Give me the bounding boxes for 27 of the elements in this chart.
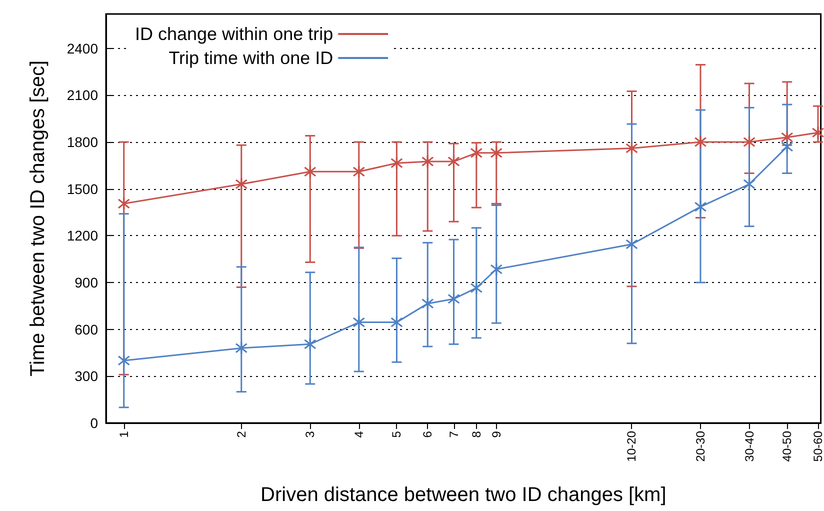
y-tick-label: 1200	[66, 228, 98, 244]
x-tick-label: 7	[446, 430, 461, 438]
x-tick-label: 8	[469, 430, 484, 438]
x-tick-label: 30-40	[742, 430, 756, 462]
x-tick-label: 2	[234, 430, 248, 438]
x-axis-title: Driven distance between two ID changes [km]	[260, 484, 666, 506]
x-tick-label: 10-20	[624, 430, 639, 462]
x-tick-label: 1	[116, 430, 131, 438]
y-axis-title: Time between two ID changes [sec]	[27, 60, 49, 377]
legend-label: ID change within one trip	[134, 24, 334, 44]
x-tick-label: 6	[420, 430, 435, 438]
y-tick-label: 600	[74, 321, 98, 338]
x-tick-label: 3	[303, 430, 318, 438]
x-tick-label: 5	[390, 430, 404, 438]
y-tick-label: 1500	[66, 180, 98, 197]
x-tick-label: 40-50	[780, 430, 794, 462]
x-tick-label: 4	[352, 430, 366, 438]
y-tick-label: 0	[90, 415, 98, 431]
y-tick-label: 1800	[66, 134, 98, 150]
x-tick-label: 50-60	[811, 430, 824, 462]
y-tick-label: 900	[74, 274, 98, 291]
y-tick-label: 2400	[66, 40, 98, 56]
y-tick-label: 300	[74, 368, 98, 384]
x-tick-label: 9	[489, 430, 504, 438]
legend-label: Trip time with one ID	[168, 48, 334, 68]
y-tick-label: 2100	[66, 87, 98, 104]
x-tick-label: 20-30	[693, 430, 708, 462]
